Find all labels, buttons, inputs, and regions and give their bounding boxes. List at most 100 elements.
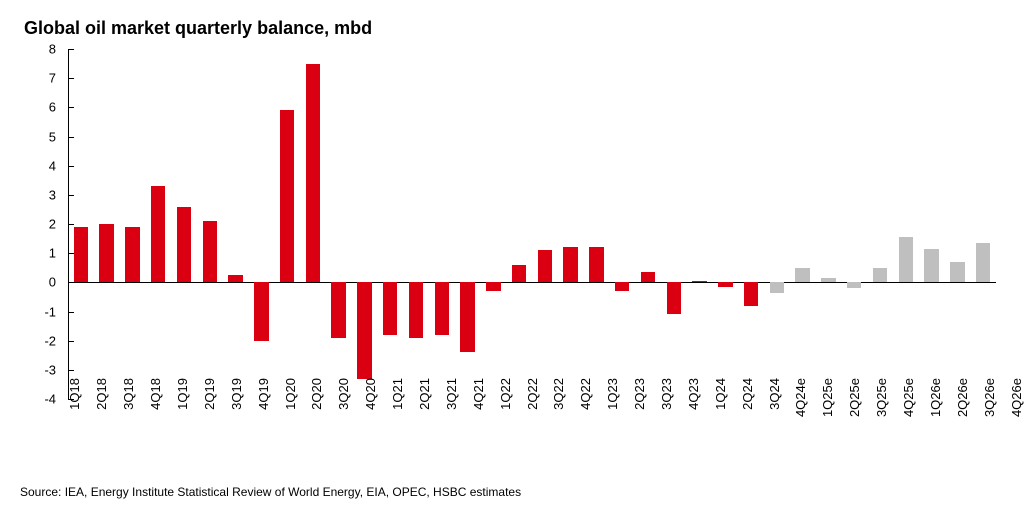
y-tick-label: 0 [49,275,56,290]
bar [409,282,423,337]
bar [538,250,552,282]
x-tick-label: 3Q22 [551,378,566,410]
bar [563,247,577,282]
x-tick-label: 3Q23 [659,378,674,410]
x-tick-label: 3Q18 [121,378,136,410]
x-tick-label: 3Q24 [767,378,782,410]
bar [589,247,603,282]
bar [177,207,191,283]
x-tick-label: 3Q19 [229,378,244,410]
bar [873,268,887,283]
bar [744,282,758,305]
x-tick-label: 3Q20 [336,378,351,410]
y-tick-mark [68,224,74,225]
bar [254,282,268,340]
x-tick-label: 2Q19 [202,378,217,410]
y-tick-label: 3 [49,187,56,202]
x-tick-label: 2Q25e [847,378,862,417]
x-tick-label: 2Q21 [417,378,432,410]
x-tick-label: 1Q24 [713,378,728,410]
y-tick-label: 2 [49,217,56,232]
y-tick-mark [68,312,74,313]
y-tick-mark [68,137,74,138]
bar [151,186,165,282]
y-tick-mark [68,282,74,283]
x-tick-label: 1Q19 [175,378,190,410]
x-tick-label: 4Q19 [256,378,271,410]
x-tick-label: 4Q20 [363,378,378,410]
y-tick-mark [68,370,74,371]
bar [847,282,861,288]
y-tick-label: 5 [49,129,56,144]
y-axis: -4-3-2-1012345678 [20,49,60,399]
x-tick-label: 4Q18 [148,378,163,410]
bar [718,282,732,286]
bar [924,249,938,283]
y-tick-mark [68,49,74,50]
x-tick-label: 2Q20 [309,378,324,410]
x-tick-label: 4Q21 [471,378,486,410]
x-tick-label: 4Q25e [901,378,916,417]
bar [460,282,474,352]
bar [203,221,217,282]
x-tick-label: 1Q20 [283,378,298,410]
y-tick-mark [68,78,74,79]
x-tick-label: 1Q25e [820,378,835,417]
x-tick-label: 3Q21 [444,378,459,410]
x-tick-label: 1Q18 [67,378,82,410]
y-tick-label: 1 [49,246,56,261]
bar [899,237,913,282]
chart-title: Global oil market quarterly balance, mbd [24,18,1004,39]
bar [74,227,88,282]
source-note: Source: IEA, Energy Institute Statistica… [20,485,521,499]
bar [228,275,242,282]
x-tick-label: 1Q22 [498,378,513,410]
bar [486,282,500,291]
x-tick-label: 4Q26e [1009,378,1024,417]
bar [280,110,294,282]
bar [512,265,526,283]
chart-container: Global oil market quarterly balance, mbd… [0,0,1024,513]
y-tick-label: 4 [49,158,56,173]
bar [357,282,371,378]
x-tick-label: 2Q23 [632,378,647,410]
bar [641,272,655,282]
x-tick-label: 1Q26e [928,378,943,417]
y-tick-mark [68,253,74,254]
x-tick-label: 2Q18 [94,378,109,410]
y-tick-mark [68,341,74,342]
x-axis-labels: 1Q18 2Q18 3Q18 4Q18 1Q19 2Q19 3Q19 4Q19 1Q20 2Q20… [48,378,1016,468]
bar [331,282,345,337]
y-tick-mark [68,107,74,108]
y-tick-label: -3 [44,362,56,377]
bar [770,282,784,292]
bar [692,281,706,282]
bar [306,64,320,283]
x-tick-label: 4Q22 [578,378,593,410]
x-tick-label: 2Q22 [525,378,540,410]
y-tick-label: -2 [44,333,56,348]
x-tick-label: 3Q26e [982,378,997,417]
bar [667,282,681,314]
bar [99,224,113,282]
y-tick-label: 6 [49,100,56,115]
x-tick-label: 3Q25e [874,378,889,417]
x-tick-label: 4Q23 [686,378,701,410]
plot-area: -4-3-2-1012345678 [68,49,996,399]
bar [821,278,835,282]
bar [435,282,449,335]
bars-layer [68,49,996,399]
bar [383,282,397,335]
y-tick-mark [68,195,74,196]
bar [125,227,139,282]
x-tick-label: 1Q21 [390,378,405,410]
x-tick-label: 1Q23 [605,378,620,410]
x-tick-label: 2Q24 [740,378,755,410]
x-tick-label: 4Q24e [793,378,808,417]
bar [976,243,990,282]
bar [615,282,629,291]
y-tick-label: 7 [49,71,56,86]
y-tick-mark [68,166,74,167]
bar [950,262,964,282]
bar [795,268,809,283]
